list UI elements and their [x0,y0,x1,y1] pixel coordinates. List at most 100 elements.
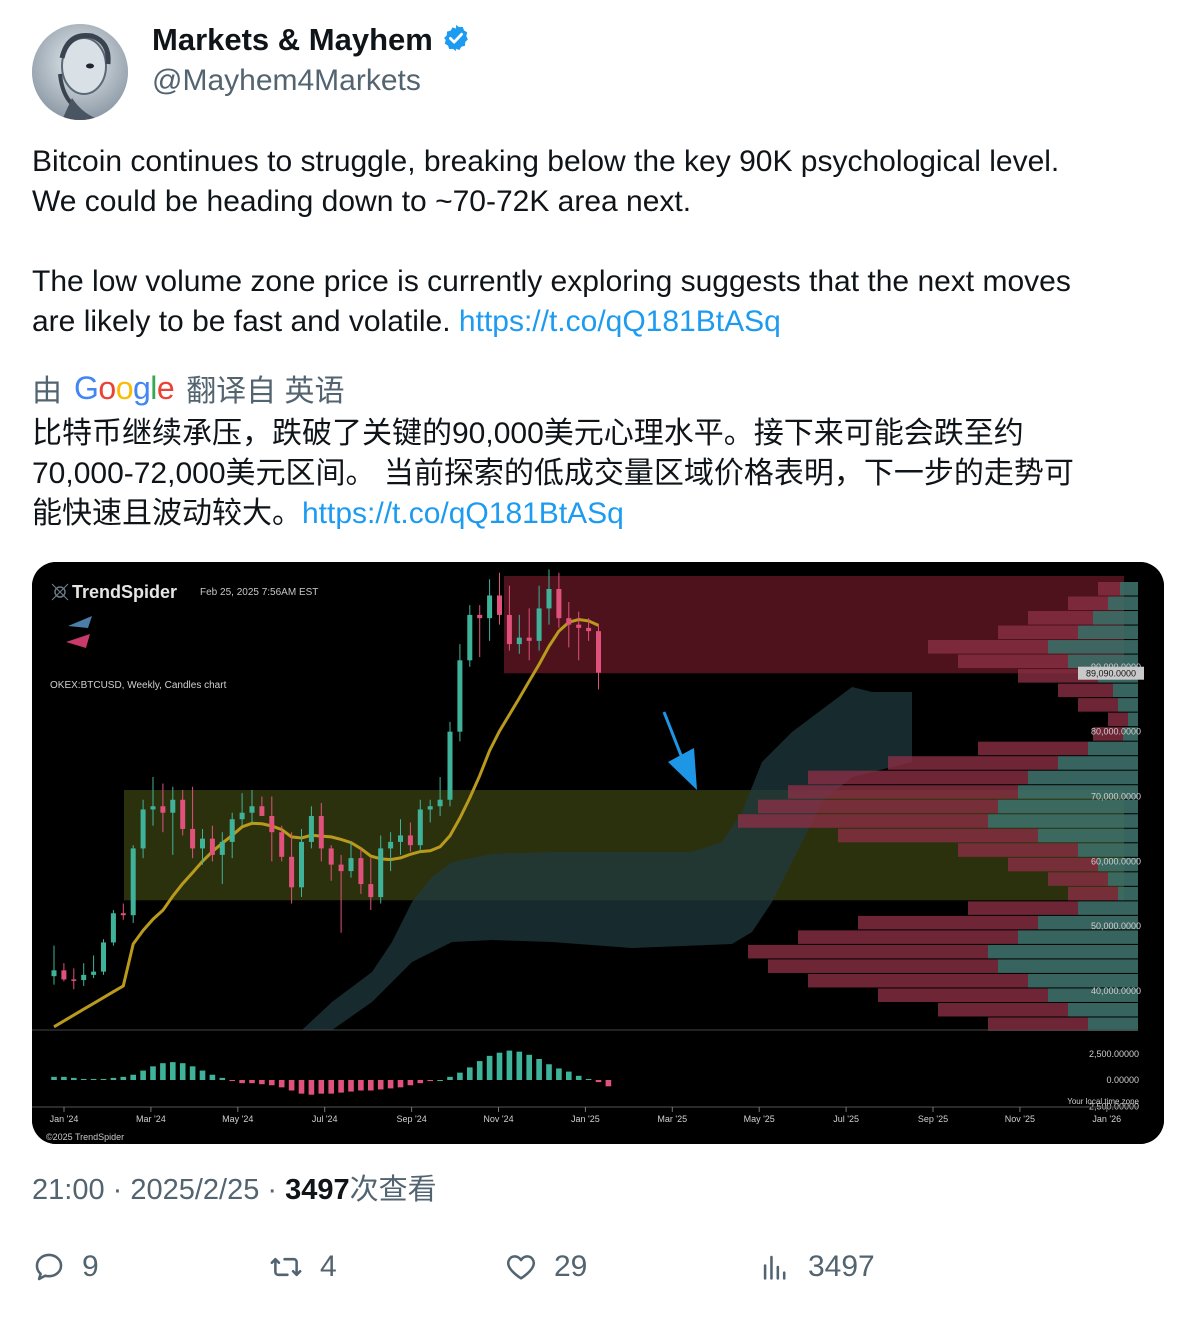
candle-body [170,799,176,813]
view-count: 3497 [285,1174,350,1206]
oscillator-bar [209,1074,216,1080]
candle-body [219,841,225,855]
candle-body [457,660,463,732]
volume-profile-sell-bar [808,973,1028,988]
translated-link[interactable]: https://t.co/qQ181BtASq [302,497,624,530]
volume-profile-buy-bar [1038,915,1138,930]
candle-body [130,848,136,916]
oscillator-bar [298,1080,305,1094]
oscillator-bar [179,1063,186,1080]
author-handle[interactable]: @Mayhem4Markets [152,64,421,97]
author-name[interactable]: Markets & Mayhem [152,22,433,57]
candle-body [487,595,493,619]
current-price-label: 89,090.0000 [1086,669,1136,679]
tweet-actions-bar: 9 4 29 3497 [32,1250,1162,1300]
candle-body [209,838,215,855]
candle-body [101,942,106,972]
volume-profile-buy-bar [1018,785,1138,799]
current-price-tag [1078,666,1144,680]
tweet-line: We could be heading down to ~70-72K area… [32,185,692,218]
translated-by-label: 由 [32,375,62,408]
oscillator-bar [496,1052,503,1080]
volume-profile-sell-bar [958,654,1068,669]
translation-header: 由 Google 翻译自 英语 [32,366,345,410]
repost-icon [270,1257,302,1277]
tweet-line: The low volume zone price is currently e… [32,265,1071,298]
tweet-media-chart[interactable]: TrendSpider Feb 25, 2025 7:56AM EST OKEX… [32,562,1164,1144]
google-logo[interactable]: Google [74,369,175,406]
tweet-line: Bitcoin continues to struggle, breaking … [32,145,1060,178]
volume-profile-sell-bar [1108,712,1128,727]
x-axis-tick-label: Sep '25 [918,1114,948,1124]
oscillator-bar [566,1071,572,1080]
volume-profile-sell-bar [768,959,998,973]
verified-badge-icon [441,23,471,58]
candle-body [308,815,314,842]
author-name-row[interactable]: Markets & Mayhem [152,22,471,58]
oscillator-bar [605,1080,612,1087]
forecast-arrow-head [668,748,697,790]
translated-from-label[interactable]: 翻译自 英语 [186,375,345,408]
oscillator-bar [51,1076,57,1080]
like-button[interactable]: 29 [504,1250,587,1284]
reply-button[interactable]: 9 [32,1250,99,1284]
trendspider-badge-icon [66,616,92,648]
candle-body [348,858,354,872]
views-button[interactable]: 3497 [758,1250,875,1284]
translated-line: 比特币继续承压，跌破了关键的90,000美元心理水平。接下来可能会跌至约 [32,417,1024,450]
oscillator-bar [80,1078,87,1080]
chart-symbol: OKEX:BTCUSD, Weekly, Candles chart [50,680,227,691]
oscillator-bar [516,1051,523,1080]
oscillator-bar [100,1078,107,1080]
tweet-date[interactable]: 2025/2/25 [130,1174,260,1206]
candle-body [497,595,502,615]
x-axis-tick-label: May '24 [222,1114,253,1124]
volume-profile-buy-bar [1038,828,1138,843]
candle-body [51,970,57,977]
volume-profile-buy-bar [998,959,1138,973]
y-axis-tick-label: 50,000.0000 [1091,921,1141,931]
volume-profile-sell-bar [748,944,988,959]
candle-body [388,841,394,849]
oscillator-bar [387,1080,394,1089]
volume-profile-sell-bar [838,828,1038,843]
candle-body [586,627,592,632]
oscillator-bar [556,1068,562,1080]
volume-profile-buy-bar [1018,930,1138,944]
btc-weekly-chart: TrendSpider Feb 25, 2025 7:56AM EST OKEX… [32,562,1164,1144]
volume-profile-sell-bar [988,1017,1088,1031]
oscillator-bar [585,1078,592,1080]
oscillator-bar [90,1078,97,1080]
candle-body [368,884,374,898]
volume-profile-buy-bar [1120,582,1138,596]
volume-profile-buy-bar [1078,843,1138,857]
tweet-link[interactable]: https://t.co/qQ181BtASq [458,305,781,338]
volume-profile-buy-bar [1113,683,1138,698]
oscillator-bar [328,1080,334,1094]
oscillator-bar [308,1080,315,1095]
repost-button[interactable]: 4 [268,1250,337,1284]
oscillator-bar [150,1066,156,1080]
x-axis-tick-label: Mar '24 [136,1114,166,1124]
oscillator-bar [476,1061,483,1080]
y-axis-tick-label: 60,000.0000 [1091,856,1141,866]
candle-body [358,858,364,885]
candle-body [120,913,126,916]
oscillator-bar [427,1080,433,1082]
volume-profile-buy-bar [1098,857,1138,872]
candle-body [536,608,542,641]
candle-body [427,806,433,810]
candle-body [259,806,265,816]
candle-body [338,864,344,872]
oscillator-tick-label: -2,500.00000 [1086,1101,1139,1111]
oscillator-bar [467,1067,473,1080]
avatar[interactable] [32,24,128,120]
oscillator-bar [278,1080,285,1088]
volume-profile-sell-bar [788,785,1018,799]
volume-profile-sell-bar [1068,886,1118,901]
candle-body [160,806,166,813]
volume-profile-sell-bar [858,915,1038,930]
tweet-time[interactable]: 21:00 [32,1174,105,1206]
chart-brand: TrendSpider [72,582,177,602]
local-timezone-label: Your local time zone [1067,1097,1139,1106]
